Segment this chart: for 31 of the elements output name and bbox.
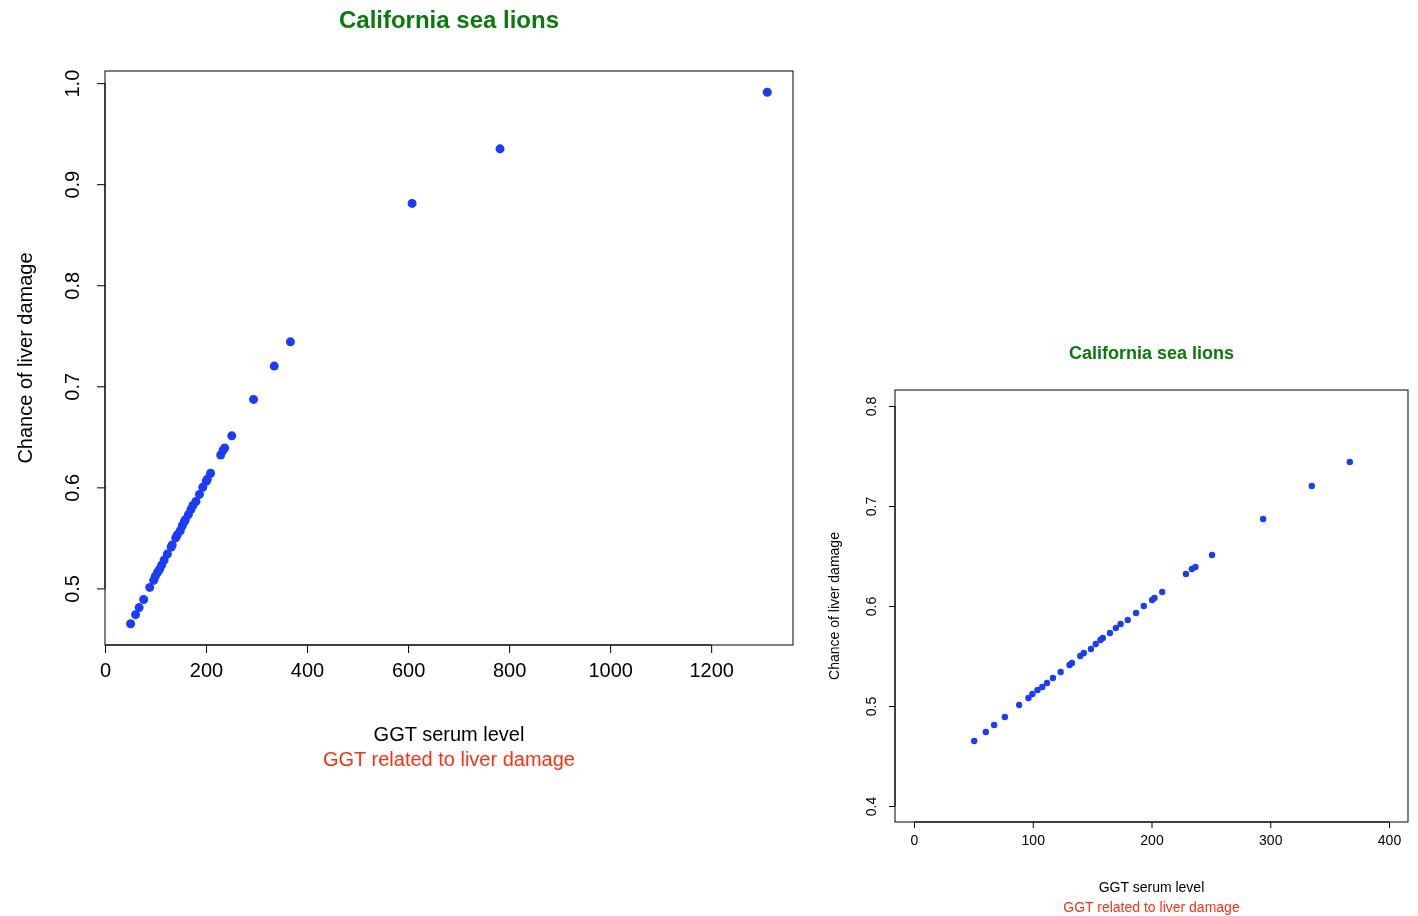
y-tick-label: 0.4 [863,796,880,817]
x-tick-label: 1200 [689,659,734,682]
text: GGT related to liver damage [1063,899,1240,915]
x-tick-label: 400 [290,659,325,682]
x-tick-label: 100 [1021,831,1046,848]
x-tick-label: 400 [1377,831,1402,848]
x-tick-label: 600 [391,659,426,682]
y-tick-label: 0.8 [863,396,880,417]
y-axis-title: Chance of liver damage [14,252,36,464]
y-tick-label: 0.5 [863,696,880,717]
x-tick-label: 200 [1140,831,1164,848]
x-tick-label: 0 [910,831,919,848]
y-tick-label: 0.6 [61,473,83,502]
y-tick-label: 0.6 [863,596,880,617]
x-axis-title: GGT serum level [1098,879,1205,895]
text: GGT related to liver damage [323,748,575,770]
x-tick-label: 200 [189,659,224,682]
y-tick-label: 1.0 [61,69,83,98]
x-tick-label: 0 [99,659,112,682]
x-tick-label: 300 [1259,831,1283,848]
x-axis-title: GGT serum level [373,723,525,745]
y-tick-label: 0.8 [61,271,83,300]
chart-title: California sea lions [338,6,560,33]
y-axis-title: Chance of liver damage [825,531,842,680]
y-tick-label: 0.7 [863,496,880,517]
x-tick-label: 800 [492,659,527,682]
chart-title: California sea lions [1068,343,1235,363]
y-tick-label: 0.7 [61,372,83,401]
y-tick-label: 0.5 [61,575,83,603]
x-tick-label: 1000 [588,659,633,682]
y-tick-label: 0.9 [61,170,83,199]
